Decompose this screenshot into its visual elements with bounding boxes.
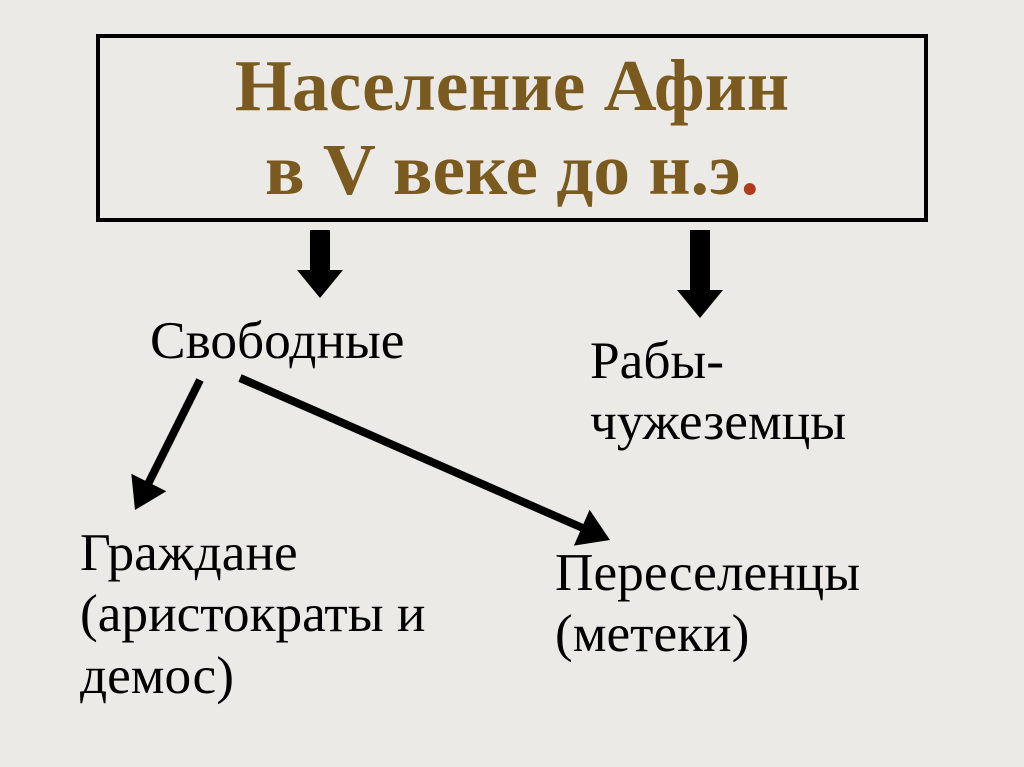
slide-root: Население Афин в V веке до н.э. Свободны… bbox=[0, 0, 1024, 767]
label-settlers: Переселенцы (метеки) bbox=[555, 542, 860, 665]
label-slaves-line1: Рабы- bbox=[590, 330, 724, 390]
label-citizens-line1: Граждане bbox=[80, 522, 298, 582]
label-free: Свободные bbox=[150, 310, 404, 371]
label-slaves-line2: чужеземцы bbox=[590, 391, 846, 451]
label-citizens-line2: (аристократы и bbox=[80, 583, 425, 643]
label-free-text: Свободные bbox=[150, 310, 404, 370]
title-box: Население Афин в V веке до н.э. bbox=[96, 34, 928, 222]
label-settlers-line2: (метеки) bbox=[555, 603, 749, 663]
title-dot: . bbox=[741, 129, 759, 210]
label-citizens-line3: демос) bbox=[80, 645, 234, 705]
label-citizens: Граждане (аристократы и демос) bbox=[80, 522, 425, 706]
label-settlers-line1: Переселенцы bbox=[555, 542, 860, 602]
label-slaves: Рабы- чужеземцы bbox=[590, 330, 846, 453]
title-line1: Население Афин bbox=[235, 45, 789, 126]
title-line2: в V веке до н.э bbox=[265, 129, 741, 210]
